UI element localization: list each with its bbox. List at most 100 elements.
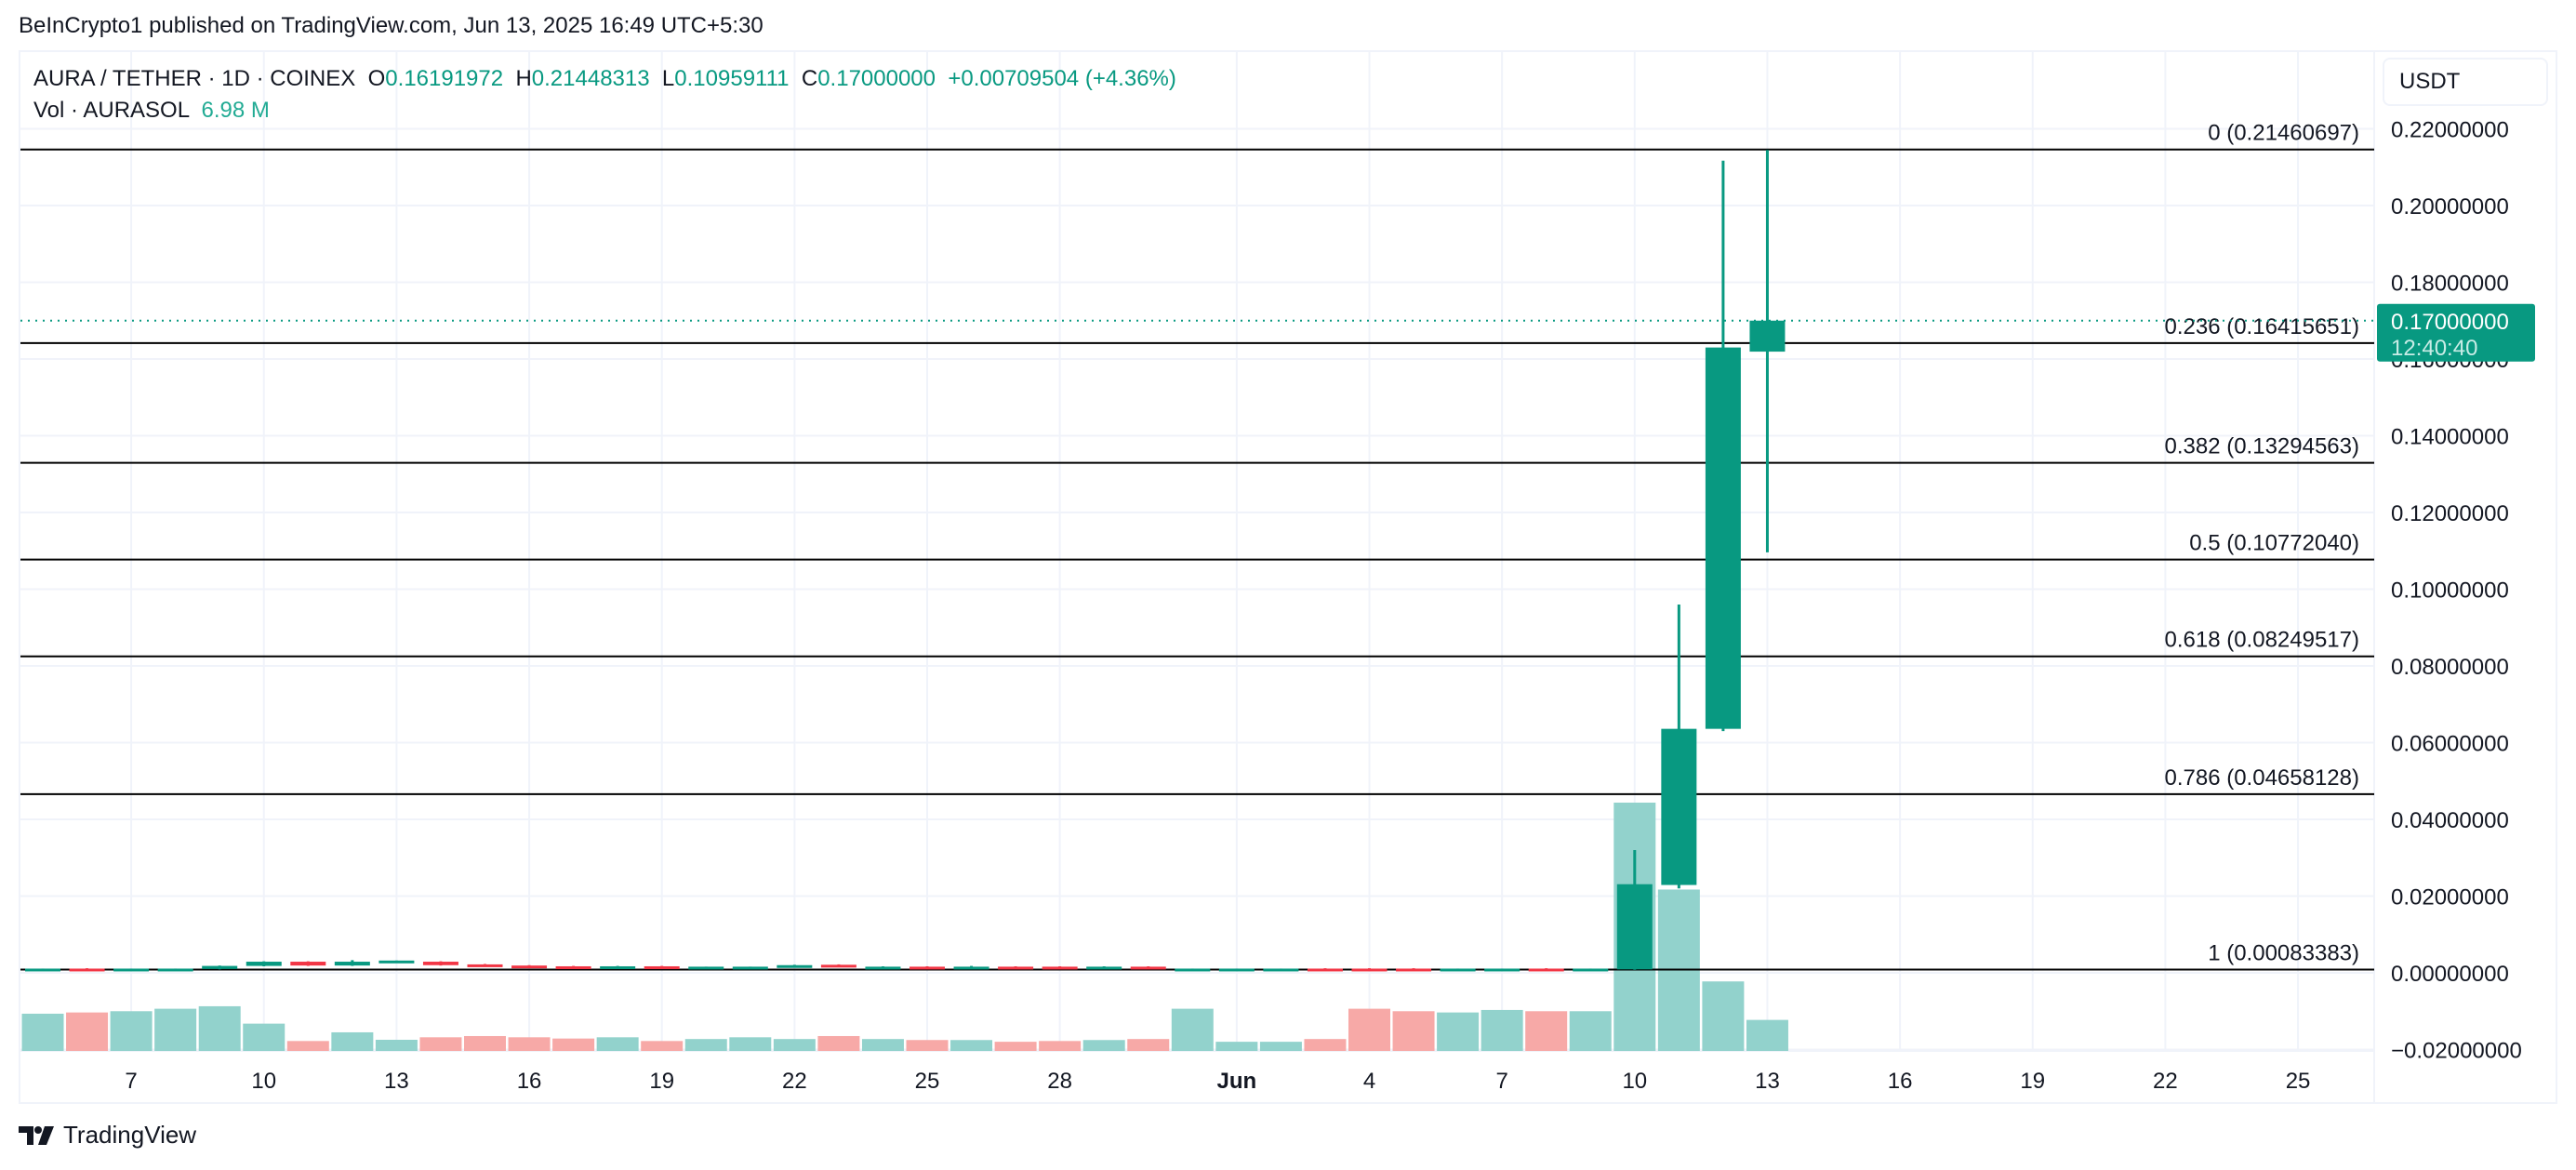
- candle-body[interactable]: [69, 968, 105, 972]
- candle-body[interactable]: [1263, 968, 1299, 972]
- fib-level-label: 0.618 (0.08249517): [2164, 628, 2359, 653]
- candle-body[interactable]: [777, 964, 813, 968]
- candle-body[interactable]: [1351, 968, 1388, 972]
- low-label: L: [661, 66, 675, 91]
- candle-body[interactable]: [1528, 968, 1564, 972]
- candle-body[interactable]: [1440, 968, 1476, 972]
- x-axis-label: 13: [1755, 1069, 1780, 1094]
- x-axis-label: 19: [2020, 1069, 2045, 1094]
- close-label: C: [801, 66, 818, 91]
- volume-bar: [641, 1041, 684, 1051]
- candle-body[interactable]: [467, 964, 503, 967]
- volume-bar: [1525, 1011, 1568, 1051]
- volume-bar: [508, 1037, 551, 1051]
- x-axis-label: 19: [649, 1069, 674, 1094]
- y-axis-label: 0.18000000: [2391, 272, 2509, 297]
- candle-body[interactable]: [644, 965, 680, 969]
- candle-body[interactable]: [732, 966, 768, 970]
- volume-bar: [1259, 1042, 1302, 1051]
- x-axis-label: 22: [2153, 1069, 2178, 1094]
- candle-body[interactable]: [600, 965, 636, 969]
- volume-bar: [950, 1040, 993, 1051]
- y-axis-label: 0.22000000: [2391, 118, 2509, 143]
- candle-body[interactable]: [688, 966, 724, 970]
- candle-body[interactable]: [1661, 728, 1697, 885]
- low-value: 0.10959111: [674, 66, 790, 91]
- candle-body[interactable]: [511, 965, 548, 969]
- x-axis-label: 10: [1622, 1069, 1647, 1094]
- volume-bar: [286, 1041, 329, 1051]
- candle-body[interactable]: [1573, 968, 1609, 972]
- current-price-value: 0.17000000: [2391, 310, 2509, 335]
- candle-body[interactable]: [1616, 884, 1653, 970]
- volume-bar: [1304, 1039, 1347, 1051]
- volume-bar: [1481, 1009, 1523, 1051]
- candle-body[interactable]: [1484, 968, 1520, 972]
- candle-body[interactable]: [113, 968, 150, 972]
- volume-bar: [21, 1013, 64, 1051]
- candle-body[interactable]: [290, 962, 326, 966]
- high-value: 0.21448313: [531, 66, 650, 91]
- y-axis-label: 0.20000000: [2391, 194, 2509, 219]
- current-price-badge: [2377, 303, 2535, 362]
- candle-body[interactable]: [1218, 968, 1255, 972]
- symbol-title[interactable]: AURA / TETHER · 1D · COINEX: [33, 66, 356, 91]
- volume-bar: [817, 1035, 860, 1051]
- x-axis-label: 10: [251, 1069, 276, 1094]
- y-axis-label: 0.00000000: [2391, 962, 2509, 987]
- y-axis-label: 0.02000000: [2391, 885, 2509, 911]
- candle-body[interactable]: [378, 960, 415, 964]
- tradingview-brand: TradingView: [63, 1121, 197, 1149]
- candle-body[interactable]: [422, 962, 458, 965]
- volume-bar: [552, 1038, 595, 1051]
- tradingview-logo[interactable]: TradingView: [19, 1121, 196, 1150]
- candle-body[interactable]: [998, 966, 1034, 970]
- volume-bar: [1569, 1011, 1612, 1051]
- candle-body[interactable]: [555, 965, 591, 969]
- volume-bar: [1171, 1008, 1214, 1051]
- volume-bar: [66, 1012, 109, 1051]
- fib-level-label: 0.382 (0.13294563): [2164, 434, 2359, 459]
- ohlc-row: AURA / TETHER · 1D · COINEX O0.16191972 …: [33, 63, 1176, 95]
- candle-body[interactable]: [1307, 968, 1343, 972]
- volume-bar: [1215, 1042, 1258, 1051]
- y-axis-label: 0.12000000: [2391, 501, 2509, 526]
- candle-body[interactable]: [1175, 968, 1211, 972]
- volume-bar: [1082, 1040, 1125, 1051]
- candle-body[interactable]: [246, 962, 282, 966]
- candle-body[interactable]: [157, 968, 193, 972]
- x-axis-label: Jun: [1217, 1069, 1257, 1094]
- candle-body[interactable]: [334, 962, 370, 966]
- candle-body[interactable]: [865, 966, 901, 970]
- fib-level-label: 0.786 (0.04658128): [2164, 765, 2359, 791]
- candle-body[interactable]: [820, 964, 856, 968]
- volume-bar: [1127, 1039, 1170, 1051]
- x-axis-label: 28: [1047, 1069, 1072, 1094]
- volume-row: Vol · AURASOL 6.98 M: [33, 95, 1176, 126]
- y-axis-label: 0.14000000: [2391, 425, 2509, 450]
- volume-bar: [464, 1035, 506, 1051]
- volume-label[interactable]: Vol · AURASOL: [33, 98, 190, 123]
- volume-value: 6.98 M: [201, 98, 270, 123]
- volume-bar: [1702, 981, 1745, 1051]
- volume-bar: [375, 1039, 418, 1051]
- candle-body[interactable]: [1130, 966, 1166, 970]
- volume-bar: [154, 1008, 197, 1051]
- candle-body[interactable]: [25, 968, 60, 972]
- close-value: 0.17000000: [817, 66, 936, 91]
- y-axis-label: −0.02000000: [2391, 1039, 2522, 1064]
- candle-body[interactable]: [1396, 968, 1432, 972]
- volume-bar: [861, 1039, 904, 1051]
- candle-body[interactable]: [1705, 347, 1741, 729]
- candle-body[interactable]: [1086, 966, 1122, 970]
- x-axis-label: 25: [2286, 1069, 2311, 1094]
- bar-countdown: 12:40:40: [2391, 336, 2477, 361]
- x-axis-label: 25: [915, 1069, 940, 1094]
- currency-button[interactable]: USDT: [2383, 58, 2548, 106]
- candle-body[interactable]: [1749, 320, 1786, 352]
- candle-body[interactable]: [953, 966, 989, 970]
- candle-body[interactable]: [910, 966, 945, 970]
- candle-body[interactable]: [1042, 966, 1078, 970]
- candle-body[interactable]: [202, 965, 238, 969]
